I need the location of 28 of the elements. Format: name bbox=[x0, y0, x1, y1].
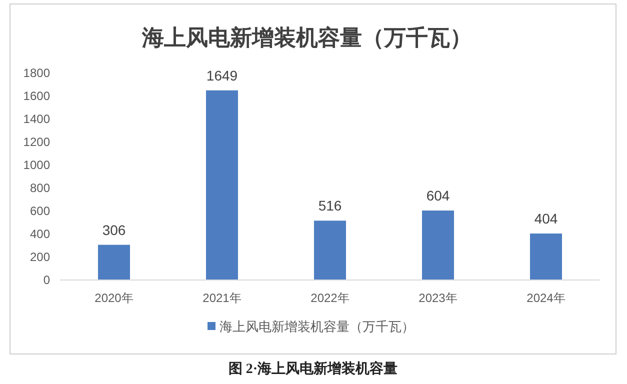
legend: 海上风电新增装机容量（万千瓦） bbox=[208, 319, 414, 334]
bar bbox=[422, 210, 454, 280]
bar bbox=[314, 220, 346, 280]
data-label: 516 bbox=[318, 198, 342, 214]
y-tick-label: 1400 bbox=[23, 112, 50, 126]
bar bbox=[530, 234, 562, 280]
x-tick-label: 2022年 bbox=[310, 291, 350, 305]
y-tick-label: 400 bbox=[30, 227, 50, 241]
bar bbox=[206, 90, 238, 280]
y-tick-label: 1600 bbox=[23, 89, 50, 103]
x-tick-label: 2024年 bbox=[526, 291, 566, 305]
x-tick-label: 2021年 bbox=[202, 291, 242, 305]
data-label: 1649 bbox=[206, 67, 238, 84]
caption: 图 2·海上风电新增装机容量 bbox=[228, 360, 398, 377]
y-tick-label: 1200 bbox=[23, 135, 50, 149]
data-label: 604 bbox=[426, 188, 450, 204]
data-label: 404 bbox=[534, 210, 558, 227]
y-tick-label: 0 bbox=[43, 273, 50, 287]
chart-title: 海上风电新增装机容量（万千瓦） bbox=[141, 25, 472, 50]
data-label: 306 bbox=[102, 222, 126, 238]
y-tick-label: 200 bbox=[30, 250, 50, 264]
x-tick-label: 2023年 bbox=[418, 291, 458, 305]
x-tick-label: 2020年 bbox=[94, 291, 134, 305]
y-tick-label: 800 bbox=[30, 181, 50, 195]
bar bbox=[98, 244, 130, 280]
y-tick-label: 1800 bbox=[23, 66, 50, 80]
y-tick-label: 1000 bbox=[23, 158, 50, 172]
y-tick-label: 600 bbox=[30, 204, 50, 218]
